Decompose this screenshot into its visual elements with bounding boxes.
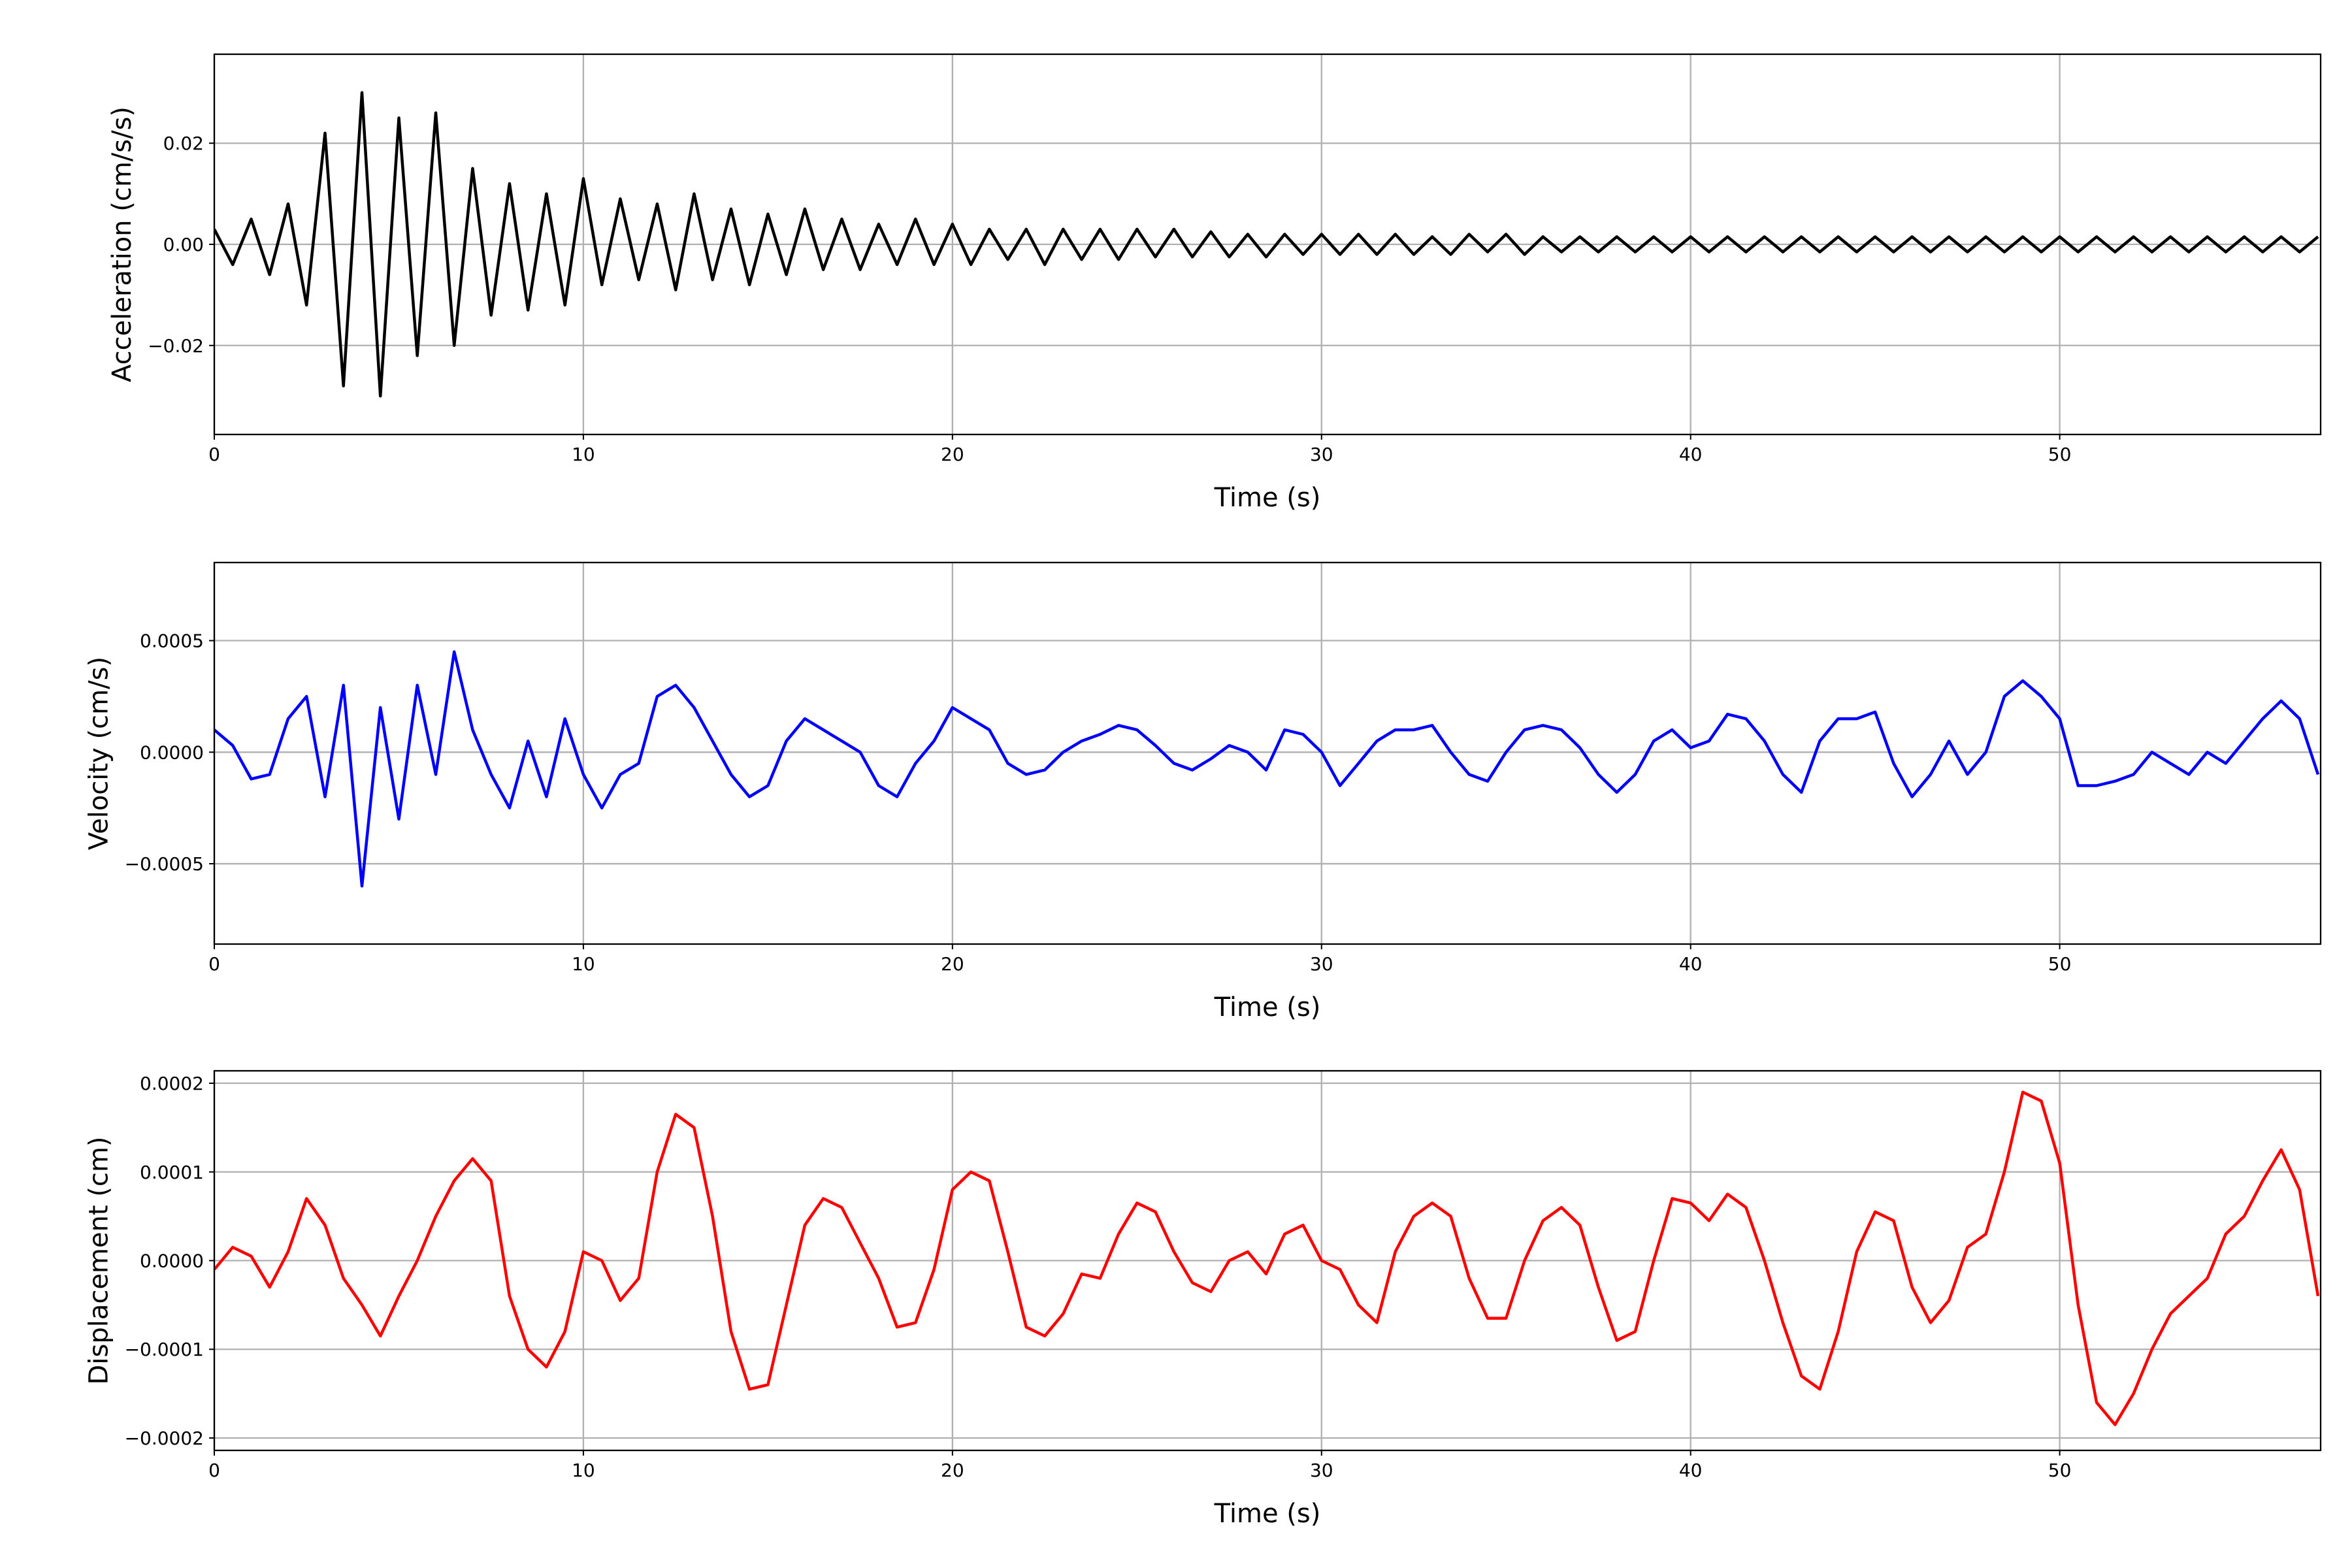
x-tick-label: 10 — [572, 1460, 595, 1481]
x-axis-label: Time (s) — [1214, 992, 1321, 1022]
x-tick-label: 50 — [2048, 1460, 2072, 1481]
x-tick-label: 10 — [572, 444, 595, 465]
axes-frame — [213, 1070, 2322, 1452]
x-tick-label: 0 — [208, 1460, 220, 1481]
data-line — [214, 650, 2320, 888]
x-tick-label: 50 — [2048, 444, 2072, 465]
x-tick-label: 0 — [208, 444, 220, 465]
y-tick-label: 0.0000 — [140, 742, 204, 763]
y-tick-label: 0.0000 — [140, 1250, 204, 1272]
y-tick-label: 0.0002 — [140, 1073, 204, 1094]
y-axis-label: Velocity (cm/s) — [84, 657, 114, 850]
data-line — [214, 1090, 2320, 1426]
x-tick-label: 30 — [1310, 953, 1333, 975]
x-tick-label: 50 — [2048, 953, 2072, 975]
y-tick-label: 0.02 — [163, 133, 204, 154]
y-tick-label: 0.0005 — [140, 630, 204, 652]
y-tick-label: −0.0002 — [125, 1428, 204, 1449]
data-line — [214, 91, 2319, 398]
y-tick-label: −0.0001 — [125, 1339, 204, 1360]
x-tick-label: 40 — [1679, 953, 1703, 975]
x-axis-label: Time (s) — [1214, 483, 1321, 513]
y-axis-label: Displacement (cm) — [84, 1137, 114, 1385]
x-tick-label: 30 — [1310, 1460, 1333, 1481]
plot-lines — [214, 1090, 2320, 1426]
x-tick-label: 20 — [941, 1460, 964, 1481]
x-axis-label: Time (s) — [1214, 1499, 1321, 1529]
axes-frame — [213, 53, 2322, 436]
x-tick-label: 40 — [1679, 1460, 1703, 1481]
y-tick-label: 0.0001 — [140, 1162, 204, 1183]
plot-lines — [214, 650, 2320, 888]
x-tick-label: 30 — [1310, 444, 1333, 465]
x-tick-label: 20 — [941, 444, 964, 465]
axes-frame — [213, 561, 2322, 945]
x-tick-label: 10 — [572, 953, 595, 975]
x-tick-label: 0 — [208, 953, 220, 975]
y-tick-label: 0.00 — [163, 234, 204, 255]
x-tick-label: 40 — [1679, 444, 1703, 465]
x-tick-label: 20 — [941, 953, 964, 975]
y-tick-label: −0.0005 — [125, 853, 204, 875]
y-axis-label: Acceleration (cm/s/s) — [107, 106, 137, 382]
y-tick-label: −0.02 — [148, 335, 204, 357]
plot-lines — [214, 91, 2319, 398]
